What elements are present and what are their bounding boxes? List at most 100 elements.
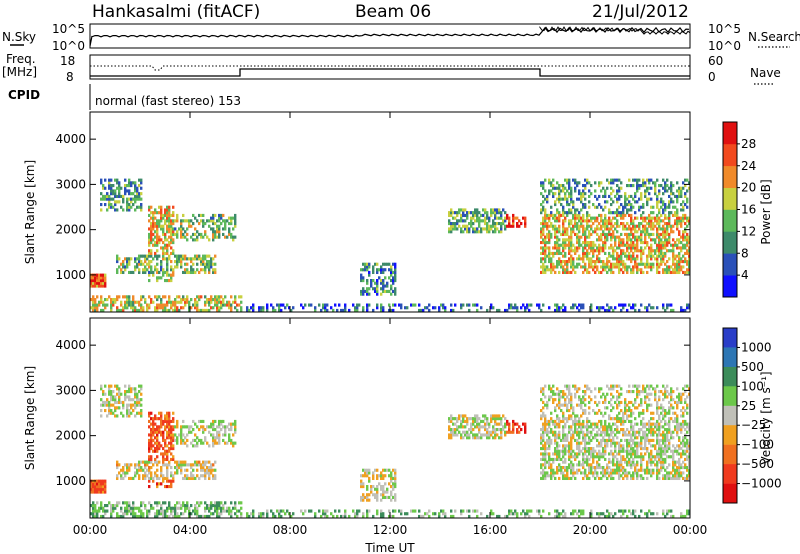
heatmap-cell — [612, 457, 615, 462]
heatmap-cell — [540, 438, 543, 443]
heatmap-cell — [212, 474, 215, 478]
heatmap-cell — [112, 504, 115, 508]
heatmap-cell — [612, 262, 615, 266]
heatmap-cell — [110, 395, 113, 399]
heatmap-cell — [460, 419, 463, 424]
heatmap-cell — [162, 268, 165, 272]
heatmap-cell — [552, 262, 555, 266]
heatmap-cell — [512, 425, 515, 429]
heatmap-cell — [550, 463, 553, 467]
heatmap-cell — [390, 270, 393, 275]
heatmap-cell — [564, 457, 567, 462]
heatmap-cell — [568, 428, 571, 432]
heatmap-cell — [148, 235, 151, 239]
heatmap-cell — [456, 433, 459, 437]
heatmap-cell — [450, 414, 453, 418]
heatmap-cell — [672, 200, 675, 204]
heatmap-cell — [366, 468, 369, 472]
heatmap-cell — [188, 300, 191, 304]
heatmap-cell — [384, 268, 387, 272]
heatmap-cell — [118, 295, 121, 299]
heatmap-cell — [126, 390, 129, 394]
heatmap-cell — [148, 501, 151, 505]
heatmap-cell — [686, 270, 689, 275]
heatmap-cell — [554, 471, 557, 475]
heatmap-cell — [564, 512, 567, 516]
heatmap-cell — [108, 387, 111, 391]
heatmap-cell — [180, 433, 183, 437]
heatmap-cell — [448, 425, 451, 429]
heatmap-cell — [170, 265, 173, 269]
heatmap-cell — [120, 514, 123, 519]
heatmap-cell — [498, 414, 501, 418]
heatmap-cell — [594, 230, 597, 234]
heatmap-cell — [144, 504, 147, 508]
heatmap-cell — [160, 300, 163, 304]
heatmap-cell — [274, 514, 277, 519]
heatmap-cell — [600, 422, 603, 426]
heatmap-cell — [620, 257, 623, 261]
heatmap-cell — [126, 262, 129, 266]
heatmap-cell — [614, 468, 617, 472]
heatmap-cell — [468, 433, 471, 437]
heatmap-cell — [584, 436, 587, 440]
heatmap-cell — [680, 222, 683, 226]
heatmap-cell — [150, 466, 153, 470]
heatmap-cell — [224, 509, 227, 513]
heatmap-cell — [650, 222, 653, 226]
heatmap-cell — [564, 243, 567, 247]
heatmap-cell — [148, 295, 151, 299]
heatmap-cell — [130, 463, 133, 467]
heatmap-cell — [494, 414, 497, 418]
heatmap-cell — [500, 222, 503, 226]
heatmap-cell — [560, 512, 563, 516]
heatmap-cell — [146, 303, 149, 307]
heatmap-cell — [566, 466, 569, 470]
heatmap-cell — [138, 466, 141, 470]
heatmap-cell — [658, 262, 661, 266]
heatmap-cell — [138, 270, 141, 275]
heatmap-cell — [180, 438, 183, 443]
heatmap-cell — [558, 260, 561, 264]
heatmap-cell — [498, 308, 501, 313]
heatmap-cell — [556, 251, 559, 256]
heatmap-cell — [112, 184, 115, 188]
heatmap-cell — [154, 428, 157, 432]
heatmap-cell — [542, 411, 545, 415]
heatmap-cell — [644, 194, 647, 199]
heatmap-cell — [180, 512, 183, 516]
heatmap-cell — [210, 219, 213, 223]
heatmap-cell — [466, 224, 469, 228]
heatmap-cell — [210, 298, 213, 302]
heatmap-cell — [652, 181, 655, 185]
heatmap-cell — [610, 468, 613, 472]
heatmap-cell — [564, 232, 567, 237]
heatmap-cell — [600, 232, 603, 237]
heatmap-cell — [450, 211, 453, 215]
heatmap-cell — [462, 213, 465, 218]
heatmap-cell — [572, 422, 575, 426]
heatmap-cell — [610, 254, 613, 258]
heatmap-cell — [136, 506, 139, 510]
heatmap-cell — [128, 403, 131, 407]
heatmap-cell — [134, 414, 137, 418]
heatmap-cell — [284, 306, 287, 310]
heatmap-cell — [170, 428, 173, 432]
heatmap-cell — [444, 514, 447, 519]
heatmap-cell — [640, 246, 643, 250]
heatmap-cell — [610, 476, 613, 481]
heatmap-cell — [138, 205, 141, 209]
heatmap-cell — [552, 419, 555, 424]
heatmap-cell — [556, 308, 559, 313]
heatmap-cell — [380, 308, 383, 313]
heatmap-cell — [390, 493, 393, 497]
heatmap-cell — [186, 504, 189, 508]
heatmap-cell — [584, 457, 587, 462]
heatmap-cell — [628, 200, 631, 204]
heatmap-cell — [418, 308, 421, 313]
heatmap-cell — [212, 468, 215, 472]
heatmap-cell — [640, 241, 643, 245]
heatmap-cell — [92, 490, 95, 494]
heatmap-cell — [466, 216, 469, 220]
heatmap-cell — [172, 447, 175, 451]
